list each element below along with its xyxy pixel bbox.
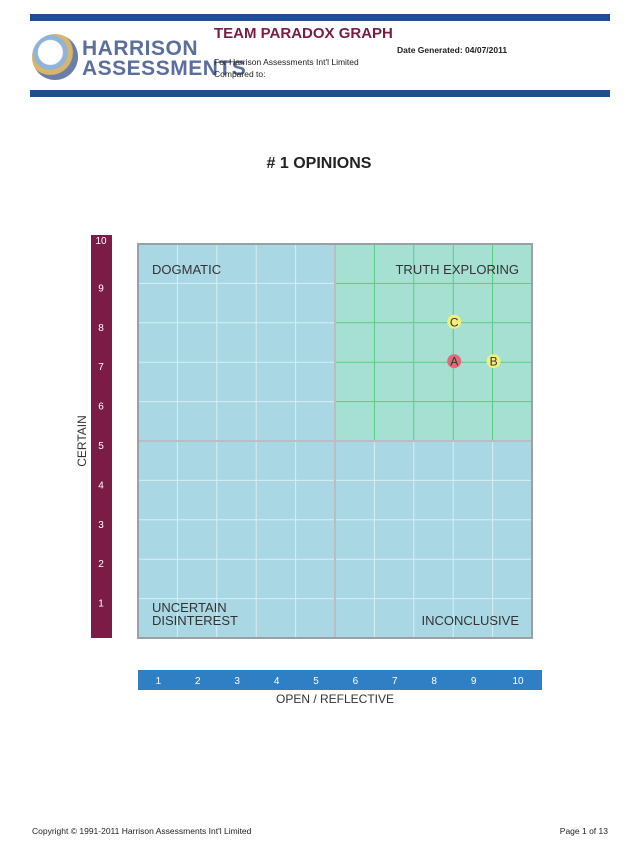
quadrant-label-dogmatic: DOGMATIC bbox=[152, 262, 221, 277]
x-tick-2: 2 bbox=[195, 676, 201, 687]
quadrant-label-inconclusive: INCONCLUSIVE bbox=[421, 613, 519, 628]
x-axis-label: OPEN / REFLECTIVE bbox=[276, 692, 394, 706]
point-label-B: B bbox=[490, 355, 498, 369]
chart-title: # 1 OPINIONS bbox=[266, 155, 372, 172]
logo-line1: HARRISON bbox=[82, 37, 199, 60]
point-label-A: A bbox=[450, 355, 458, 369]
logo-globe-icon bbox=[32, 34, 78, 80]
point-label-C: C bbox=[450, 315, 459, 329]
data-points: C A B bbox=[447, 314, 501, 369]
y-tick-10: 10 bbox=[95, 236, 107, 247]
y-axis-label: CERTAIN bbox=[75, 415, 89, 467]
x-tick-7: 7 bbox=[392, 676, 398, 687]
quadrant-label-uncertain: UNCERTAIN bbox=[152, 600, 227, 615]
footer-page-number: Page 1 of 13 bbox=[559, 826, 608, 836]
x-tick-8: 8 bbox=[431, 676, 437, 687]
x-tick-3: 3 bbox=[234, 676, 240, 687]
quadrant-label-truth-exploring: TRUTH EXPLORING bbox=[395, 262, 519, 277]
date-generated: Date Generated: 04/07/2011 bbox=[397, 45, 508, 55]
x-tick-6: 6 bbox=[353, 676, 359, 687]
point-marker-A bbox=[447, 354, 462, 369]
compared-to: Compared to: bbox=[214, 69, 266, 79]
quadrant-label-disinterest: DISINTEREST bbox=[152, 613, 238, 628]
y-axis-bar bbox=[91, 235, 112, 638]
y-tick-4: 4 bbox=[98, 480, 104, 491]
y-tick-3: 3 bbox=[98, 520, 104, 531]
x-tick-10: 10 bbox=[512, 676, 524, 687]
y-tick-1: 1 bbox=[98, 599, 104, 610]
point-marker-C bbox=[447, 314, 462, 329]
y-tick-5: 5 bbox=[98, 441, 104, 452]
x-tick-labels: 1 2 3 4 5 6 7 8 9 10 bbox=[156, 676, 524, 687]
y-tick-6: 6 bbox=[98, 402, 104, 413]
document-title: TEAM PARADOX GRAPH bbox=[214, 25, 393, 42]
for-organization: For Harrison Assessments Int'l Limited bbox=[214, 57, 359, 67]
x-tick-9: 9 bbox=[471, 676, 477, 687]
point-marker-B bbox=[486, 354, 501, 369]
y-tick-9: 9 bbox=[98, 283, 104, 294]
truth-exploring-quadrant bbox=[335, 244, 532, 441]
y-tick-2: 2 bbox=[98, 559, 104, 570]
harrison-logo: HARRISON ASSESSMENTS bbox=[32, 34, 246, 84]
plot-border bbox=[137, 243, 533, 639]
x-axis-bar bbox=[138, 670, 542, 690]
logo-line2: ASSESSMENTS bbox=[82, 57, 247, 80]
x-tick-4: 4 bbox=[274, 676, 280, 687]
y-tick-7: 7 bbox=[98, 362, 104, 373]
header-top-bar bbox=[30, 14, 610, 21]
x-tick-5: 5 bbox=[313, 676, 319, 687]
x-tick-1: 1 bbox=[156, 676, 162, 687]
footer-copyright: Copyright © 1991-2011 Harrison Assessmen… bbox=[32, 826, 252, 836]
y-tick-8: 8 bbox=[98, 323, 104, 334]
y-tick-labels: 1 2 3 4 5 6 7 8 9 10 bbox=[95, 236, 107, 610]
header-bottom-bar bbox=[30, 90, 610, 97]
